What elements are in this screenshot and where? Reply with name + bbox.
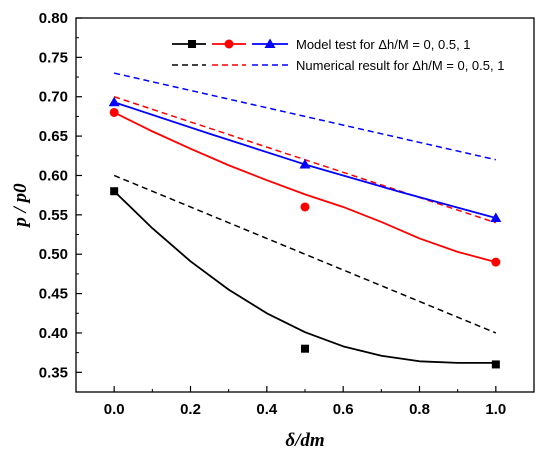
model-data-point	[300, 202, 310, 212]
model-data-point	[108, 96, 120, 107]
model-data-point	[110, 187, 119, 196]
model-data-point	[301, 344, 309, 353]
model-data-point	[491, 360, 500, 369]
y-tick-label: 0.35	[39, 364, 68, 381]
legend-model-marker	[188, 40, 196, 48]
y-tick-label: 0.75	[39, 49, 68, 66]
legend: Model test for Δh/M = 0, 0.5, 1 Numerica…	[172, 37, 504, 73]
y-tick-label: 0.45	[39, 286, 68, 303]
model-data-point	[109, 107, 119, 117]
numerical-series-line	[114, 72, 496, 161]
legend-model-marker	[264, 38, 276, 48]
model-data-point	[299, 158, 311, 169]
x-tick-label: 0.0	[104, 401, 125, 418]
x-tick-label: 0.2	[180, 401, 201, 418]
x-axis-label: δ/dm	[285, 430, 324, 451]
x-tick-label: 0.6	[333, 401, 354, 418]
x-tick-label: 0.8	[409, 401, 430, 418]
legend-model-sample	[172, 38, 288, 49]
series-layer	[108, 72, 502, 369]
model-data-point	[490, 212, 502, 222]
model-data-point	[491, 257, 501, 267]
y-tick-label: 0.40	[39, 325, 68, 342]
y-axis-label: p / p0	[10, 183, 31, 229]
y-tick-label: 0.70	[39, 89, 68, 106]
y-tick-label: 0.60	[39, 167, 68, 184]
numerical-series-line	[113, 174, 497, 334]
x-tick-label: 1.0	[485, 401, 506, 418]
legend-numerical-label: Numerical result for Δh/M = 0, 0.5, 1	[296, 58, 504, 73]
model-fit-line	[113, 111, 497, 263]
ticks-layer: 0.0 0.2 0.4 0.6 0.8 1.0 0.35 0.40 0.45 0.50 0.55 0.…	[39, 10, 506, 418]
model-fit-line	[113, 190, 496, 364]
x-tick-label: 0.4	[256, 401, 278, 418]
legend-model-label: Model test for Δh/M = 0, 0.5, 1	[296, 37, 471, 52]
y-tick-label: 0.50	[39, 246, 68, 263]
legend-model-marker	[224, 39, 234, 49]
y-tick-label: 0.55	[39, 207, 68, 224]
y-tick-label: 0.65	[39, 128, 68, 145]
y-tick-label: 0.80	[39, 10, 68, 27]
